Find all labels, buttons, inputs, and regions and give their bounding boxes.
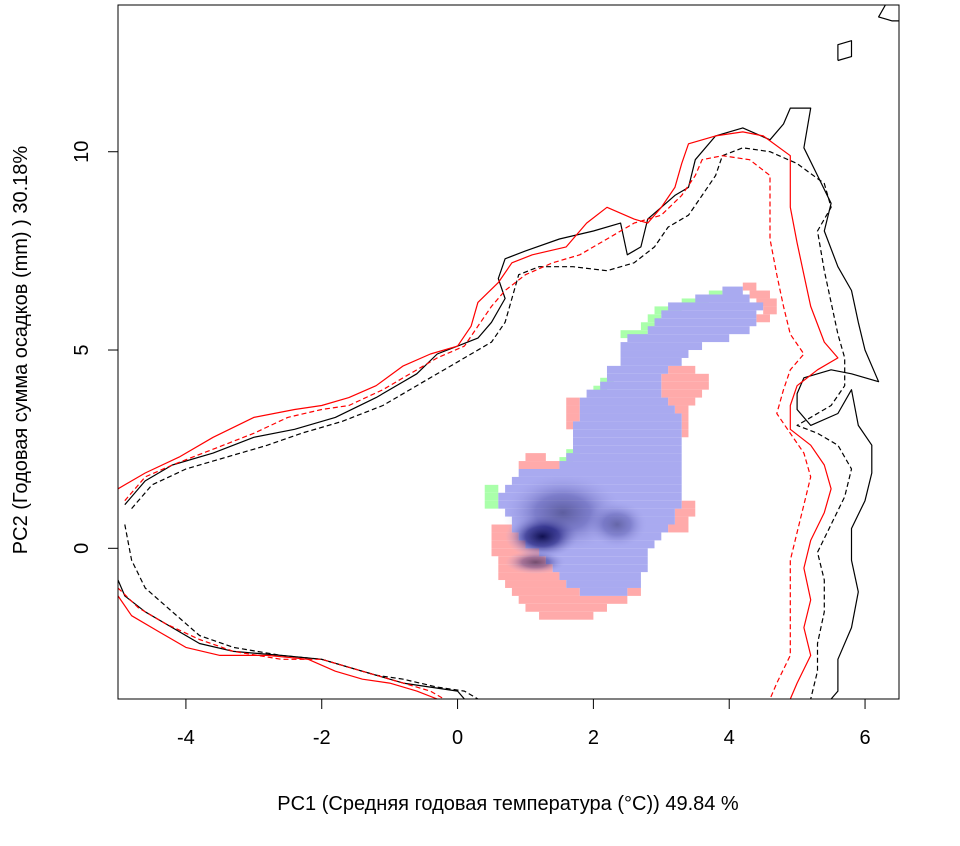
x-axis-title: PC1 (Средняя годовая температура (°C)) 4… <box>277 793 739 815</box>
cell-overlap <box>579 397 669 406</box>
cell-species1-only <box>518 595 628 604</box>
cell-overlap <box>579 413 682 422</box>
cell-species1-only <box>681 500 696 509</box>
cell-overlap <box>722 286 743 295</box>
cell-overlap <box>654 318 757 327</box>
x-tick-label: 0 <box>452 727 463 749</box>
cell-species1-only <box>674 516 689 525</box>
cell-overlap <box>518 468 682 477</box>
cell-species1-only <box>525 603 607 612</box>
cell-overlap <box>620 350 689 358</box>
contour-species1-solid <box>118 579 465 699</box>
cell-species1-only <box>674 405 689 414</box>
cell-species1-only <box>566 405 580 414</box>
contour-species1-solid <box>124 107 880 699</box>
cell-species1-only <box>668 397 696 406</box>
cell-species1-only <box>627 587 641 596</box>
cell-overlap <box>566 453 682 462</box>
cell-overlap <box>695 294 750 303</box>
x-tick-label: -4 <box>177 727 195 749</box>
x-tick-label: 2 <box>588 727 599 749</box>
cell-overlap <box>606 373 662 382</box>
cell-species1-only <box>742 282 757 291</box>
cell-species1-only <box>661 389 703 398</box>
cell-overlap <box>566 580 641 588</box>
x-tick-label: 6 <box>859 727 870 749</box>
cell-overlap <box>661 310 757 319</box>
cell-species1-only <box>491 532 519 541</box>
cell-species1-only <box>566 421 574 430</box>
cell-overlap <box>620 357 682 366</box>
contour-species1-solid <box>837 40 853 62</box>
axes: -4 -2 0 2 4 6 0 5 10 <box>71 141 871 749</box>
cell-overlap <box>600 381 662 390</box>
cell-overlap <box>552 564 648 573</box>
cell-species1-only <box>756 314 770 323</box>
contour-species1-dashed <box>124 524 479 699</box>
cell-overlap <box>559 461 682 469</box>
cell-overlap <box>573 445 682 454</box>
contour-species2-dashed <box>124 155 812 699</box>
cell-overlap <box>573 421 682 430</box>
cell-species1-only <box>756 298 777 307</box>
cell-species1-only <box>539 611 594 620</box>
cell-species1-only <box>566 413 580 422</box>
cell-overlap <box>627 334 730 343</box>
cell-species1-only <box>518 461 560 469</box>
y-tick-label: 5 <box>71 344 93 355</box>
y-tick-label: 0 <box>71 543 93 554</box>
cell-overlap <box>620 342 703 351</box>
contour-species2-solid <box>118 595 438 699</box>
cell-overlap <box>606 365 669 374</box>
cell-species1-only <box>525 453 546 462</box>
cell-species1-only <box>749 290 770 299</box>
cell-species1-only <box>763 306 777 315</box>
cell-overlap <box>668 302 764 311</box>
cell-species1-only <box>681 413 689 422</box>
cell-species1-only <box>674 508 696 517</box>
niche-contours <box>118 5 899 699</box>
cell-species1-only <box>491 548 540 557</box>
x-tick-label: 4 <box>724 727 735 749</box>
cell-species1-only <box>681 429 689 438</box>
cell-overlap <box>647 326 750 335</box>
cell-overlap <box>539 548 648 557</box>
cell-overlap <box>579 587 628 596</box>
cell-species2-only <box>640 322 655 331</box>
contour-species1-dashed <box>131 147 853 699</box>
cell-overlap <box>545 556 648 565</box>
y-axis-title: PC2 (Годовая сумма осадков (mm) ) 30.18% <box>10 146 32 555</box>
y-tick-label: 10 <box>71 141 93 163</box>
density-hotspot <box>505 550 567 575</box>
cell-species1-only <box>511 587 580 596</box>
cell-species1-only <box>566 397 580 406</box>
cell-species2-only <box>484 500 499 509</box>
cell-species1-only <box>498 572 560 581</box>
cell-overlap <box>586 389 662 398</box>
cell-overlap <box>573 429 682 438</box>
contour-species1-solid <box>877 5 899 22</box>
cell-overlap <box>559 572 641 581</box>
x-tick-label: -2 <box>313 727 331 749</box>
density-hotspot <box>586 500 648 549</box>
cell-species2-only <box>484 484 499 493</box>
contour-species2-solid <box>118 131 839 699</box>
cell-species1-only <box>491 524 512 533</box>
cell-overlap <box>579 405 675 414</box>
plot-frame <box>117 4 900 700</box>
cell-species1-only <box>668 524 689 533</box>
cell-species1-only <box>681 421 689 430</box>
cell-overlap <box>573 437 682 446</box>
contour-species2-dashed <box>118 587 445 699</box>
cell-species1-only <box>668 365 696 374</box>
cell-species1-only <box>505 580 567 588</box>
cell-species1-only <box>661 373 709 382</box>
cell-species1-only <box>661 381 709 390</box>
density-gradient <box>501 472 648 575</box>
cell-species2-only <box>484 492 499 501</box>
